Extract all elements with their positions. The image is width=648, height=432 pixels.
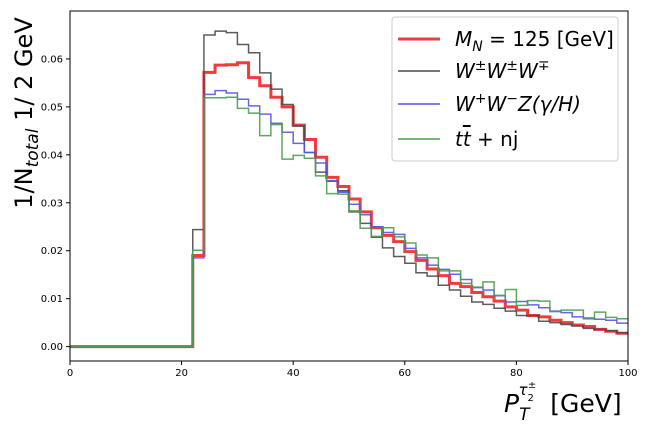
series-line-wwz xyxy=(70,89,628,348)
y-tick-label: 0.06 xyxy=(41,54,63,65)
y-tick-label: 0.05 xyxy=(41,102,63,113)
x-tick-label: 80 xyxy=(510,368,523,379)
y-tick-label: 0.04 xyxy=(41,150,63,161)
y-tick-label: 0.00 xyxy=(41,342,63,353)
x-tick-label: 100 xyxy=(618,368,637,379)
y-axis-label: 1/Ntotal 1/ 2 GeV xyxy=(10,17,43,209)
x-tick-label: 60 xyxy=(398,368,411,379)
x-axis-label-var: P xyxy=(504,389,520,418)
axes: 0 20 40 60 80 100 0.00 0.01 0.02 0.03 0.04 0.05 0.06 xyxy=(41,10,638,379)
legend-label-wwz: W+W−Z(γ/H) xyxy=(455,91,581,116)
legend-label-mn125: MN = 125 [GeV] xyxy=(455,27,614,55)
y-axis-label-unit: 1/ 2 GeV xyxy=(10,17,38,129)
series-line-www xyxy=(70,30,628,348)
x-axis-label-sup: τ xyxy=(518,381,528,399)
series-line-mn125 xyxy=(70,61,628,349)
y-axis-label-main: 1/N xyxy=(10,167,38,208)
x-axis-label-supsup: ± xyxy=(528,380,536,391)
x-tick-label: 20 xyxy=(175,368,188,379)
legend-frame xyxy=(391,16,619,162)
y-axis-label-sub: total xyxy=(23,128,43,167)
plot-area xyxy=(70,30,628,349)
x-axis-label: PTτ2 ± [GeV] xyxy=(504,380,622,425)
y-tick-label: 0.02 xyxy=(41,246,63,257)
svg-text:PTτ2±[GeV]: PTτ2 ± [GeV] xyxy=(504,380,622,425)
y-tick-label: 0.01 xyxy=(41,294,63,305)
x-axis-label-sub: T xyxy=(519,405,531,425)
legend: MN = 125 [GeV] W±W±W∓ W+W−Z(γ/H) tt + nj xyxy=(391,16,619,162)
x-axis-label-unit: [GeV] xyxy=(550,389,621,418)
legend-label-www: W±W±W∓ xyxy=(455,58,550,83)
plot-frame xyxy=(69,10,629,362)
series-line-ttbar xyxy=(70,96,628,348)
svg-text:1/Ntotal 1/ 2 GeV: 1/Ntotal 1/ 2 GeV xyxy=(10,17,43,209)
x-tick-label: 40 xyxy=(287,368,300,379)
x-axis-label-supsub: 2 xyxy=(528,393,534,404)
y-tick-label: 0.03 xyxy=(41,198,63,209)
legend-label-ttbar: tt + nj xyxy=(455,127,518,151)
x-tick-label: 0 xyxy=(67,368,73,379)
